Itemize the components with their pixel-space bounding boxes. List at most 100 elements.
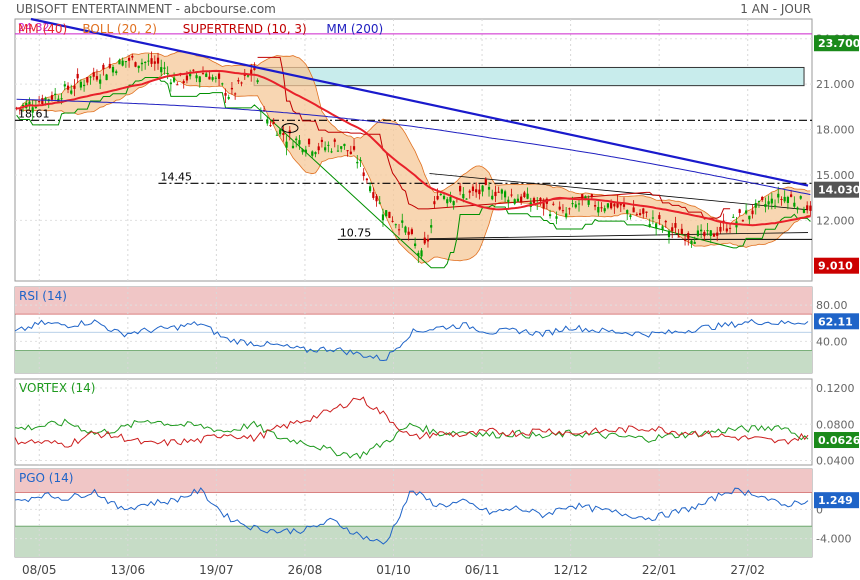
candle-body xyxy=(661,226,664,230)
candle-body xyxy=(632,207,635,213)
candle-body xyxy=(388,211,391,218)
candle-body xyxy=(21,104,25,107)
candle-body xyxy=(500,189,503,194)
candle-body xyxy=(761,196,764,201)
candle-body xyxy=(362,172,365,177)
candle-body xyxy=(111,66,115,73)
candle-body xyxy=(658,215,661,220)
candle-body xyxy=(593,205,597,207)
candle-body xyxy=(748,215,751,220)
candle-body xyxy=(667,231,671,238)
candle-body xyxy=(610,202,613,209)
candle-body xyxy=(728,227,732,229)
candle-body xyxy=(613,203,616,207)
candle-body xyxy=(372,192,375,198)
y-tick-label: 0.0400 xyxy=(816,454,855,467)
candle-body xyxy=(349,151,352,155)
candle-body xyxy=(696,230,700,236)
candle-body xyxy=(433,201,436,205)
candle-body xyxy=(764,204,767,207)
candle-body xyxy=(757,200,761,202)
candle-body xyxy=(394,224,397,226)
indicator-badge-bg xyxy=(814,432,859,449)
candle-body xyxy=(754,202,757,208)
candle-body xyxy=(327,144,330,146)
x-tick-label: 06/11 xyxy=(465,563,500,577)
candle-body xyxy=(716,232,719,236)
candle-body xyxy=(140,62,144,65)
candle-body xyxy=(475,189,478,193)
candle-body xyxy=(693,241,696,244)
candle-body xyxy=(513,199,516,204)
candle-body xyxy=(28,101,31,106)
candle-body xyxy=(205,73,208,77)
candle-body xyxy=(581,194,584,200)
x-tick-label: 08/05 xyxy=(22,563,57,577)
candle-body xyxy=(542,203,545,209)
candle-body xyxy=(777,193,780,198)
oversold-zone xyxy=(15,526,812,557)
indicator-line xyxy=(14,396,809,448)
candle-body xyxy=(664,220,667,223)
candle-body xyxy=(330,151,333,153)
candle-body xyxy=(799,196,802,199)
price-badge-bg xyxy=(814,257,859,274)
candle-body xyxy=(195,75,198,79)
y-tick-label: 80.00 xyxy=(816,299,848,312)
candle-body xyxy=(446,199,449,204)
candle-body xyxy=(169,82,172,85)
candle-body xyxy=(709,230,712,236)
pgo-panel: -4.000 0 PGO (14) 1.249 xyxy=(14,468,859,558)
indicator-badge: 0.0626 xyxy=(818,434,860,447)
candle-body xyxy=(70,90,73,94)
candle-body xyxy=(458,185,462,192)
candle-body xyxy=(552,203,555,205)
legend-item: BOLL (20, 2) xyxy=(82,22,157,36)
candle-body xyxy=(404,226,407,233)
bollinger-fill xyxy=(16,51,811,264)
candle-body xyxy=(211,77,214,80)
candle-body xyxy=(683,239,687,241)
candle-body xyxy=(86,76,89,83)
candle-body xyxy=(442,195,446,199)
indicator-line xyxy=(14,318,809,362)
candle-body xyxy=(555,216,558,219)
candle-body xyxy=(208,76,211,80)
candle-body xyxy=(198,76,201,83)
candle-body xyxy=(516,198,520,202)
candle-body xyxy=(548,214,552,217)
candle-body xyxy=(587,199,590,205)
candle-body xyxy=(31,107,34,113)
candle-body xyxy=(230,87,234,90)
candle-body xyxy=(385,210,388,217)
legend-item: MM (200) xyxy=(326,22,383,36)
candle-body xyxy=(246,75,250,77)
legend-item: SUPERTREND (10, 3) xyxy=(183,22,307,36)
y-tick-label: -4.000 xyxy=(816,533,851,546)
candle-body xyxy=(430,225,433,228)
candle-body xyxy=(269,125,272,127)
level-label: 18.61 xyxy=(18,107,50,120)
candle-body xyxy=(256,80,259,83)
candle-body xyxy=(622,204,626,207)
candle-body xyxy=(285,141,288,148)
candle-body xyxy=(465,198,468,200)
x-tick-label: 12/12 xyxy=(553,563,588,577)
candle-body xyxy=(449,197,452,202)
candle-body xyxy=(462,193,465,199)
candle-body xyxy=(375,195,378,202)
candle-body xyxy=(732,216,735,218)
candle-body xyxy=(645,211,648,213)
candle-body xyxy=(237,80,240,82)
y-tick-label: 0.1200 xyxy=(816,382,855,395)
overbought-zone xyxy=(15,469,812,493)
candle-body xyxy=(786,197,789,203)
candle-body xyxy=(642,208,645,214)
ma40-line xyxy=(16,69,811,227)
candle-body xyxy=(217,73,221,79)
candle-body xyxy=(796,207,799,210)
candle-body xyxy=(487,186,491,190)
gap-marker xyxy=(281,123,299,134)
level-label: 24.32 xyxy=(18,21,50,34)
candle-body xyxy=(346,150,349,152)
